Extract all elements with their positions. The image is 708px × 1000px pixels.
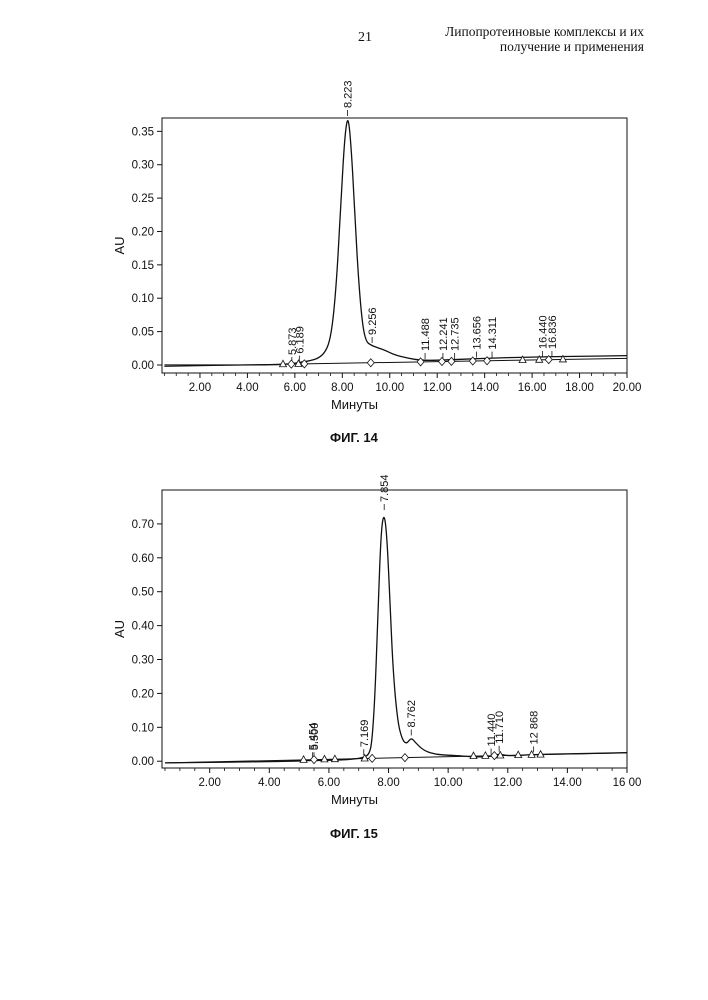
- peak-label: 12.735: [450, 317, 462, 351]
- y-tick-label: 0.00: [132, 360, 154, 372]
- y-tick-label: 0.50: [132, 587, 154, 599]
- x-axis-label: Минуты: [331, 792, 378, 807]
- x-tick-label: 6.00: [284, 382, 306, 394]
- x-tick-label: 14.00: [553, 777, 582, 789]
- integration-marker-diamond: [367, 359, 374, 367]
- x-tick-label: 20.00: [613, 382, 642, 394]
- x-tick-label: 4.00: [258, 777, 280, 789]
- figure-15-caption: ФИГ. 15: [330, 826, 378, 841]
- integration-marker-triangle: [321, 755, 328, 762]
- integration-marker-diamond: [311, 756, 318, 764]
- peak-label: 6.189: [294, 326, 306, 354]
- y-tick-label: 0.20: [132, 688, 154, 700]
- peak-label: 8.223: [343, 80, 355, 108]
- y-tick-label: 0.10: [132, 293, 154, 305]
- y-tick-label: 0.30: [132, 160, 154, 172]
- y-tick-label: 0.05: [132, 327, 154, 339]
- figure-14-caption: ФИГ. 14: [330, 430, 378, 445]
- y-tick-label: 0.35: [132, 126, 154, 138]
- integration-marker-diamond: [491, 752, 498, 760]
- x-tick-label: 14.00: [470, 382, 499, 394]
- x-tick-label: 8.00: [331, 382, 353, 394]
- peak-label: 7.169: [359, 720, 371, 748]
- peak-label: 5.500: [309, 723, 321, 751]
- x-tick-label: 16.00: [518, 382, 547, 394]
- peak-label: 16.836: [547, 315, 559, 349]
- integration-marker-diamond: [369, 754, 376, 762]
- integration-marker-triangle: [482, 752, 489, 759]
- peak-label: 12.241: [438, 317, 450, 351]
- x-axis-label: Минуты: [331, 397, 378, 412]
- x-tick-label: 12.00: [423, 382, 452, 394]
- y-axis-label: AU: [112, 620, 127, 638]
- y-tick-label: 0.15: [132, 260, 154, 272]
- integration-marker-triangle: [331, 755, 338, 762]
- y-tick-label: 0.10: [132, 722, 154, 734]
- y-tick-label: 0.30: [132, 655, 154, 667]
- y-tick-label: 0.25: [132, 193, 154, 205]
- integration-marker-diamond: [417, 358, 424, 366]
- integration-marker-diamond: [448, 357, 455, 365]
- y-tick-label: 0.60: [132, 553, 154, 565]
- x-tick-label: 6.00: [318, 777, 340, 789]
- chromatogram-trace: [165, 517, 627, 762]
- peak-label: 14.311: [487, 317, 499, 350]
- x-tick-label: 12.00: [493, 777, 522, 789]
- x-tick-label: 8.00: [377, 777, 399, 789]
- peak-label: 12 868: [529, 711, 541, 745]
- y-tick-label: 0.40: [132, 621, 154, 633]
- x-tick-label: 10.00: [434, 777, 463, 789]
- x-tick-label: 2.00: [198, 777, 220, 789]
- integration-marker-diamond: [401, 754, 408, 762]
- chart-2: 2.00 4.00 6.00 8.00 10.00 12.00 14.00 16 00 0.00…: [112, 475, 641, 807]
- x-tick-label: 18.00: [565, 382, 594, 394]
- peak-label: 11.488: [420, 318, 432, 351]
- integration-marker-triangle: [515, 751, 522, 758]
- chart-1: 2.00 4.00 6.00 8.00 10.00 12.00 14.00 16.00 18.0…: [112, 80, 641, 412]
- x-tick-label: 2.00: [189, 382, 211, 394]
- integration-marker-diamond: [438, 358, 445, 366]
- y-tick-label: 0.70: [132, 519, 154, 531]
- y-tick-label: 0.00: [132, 756, 154, 768]
- peak-label: 13.656: [471, 316, 483, 350]
- x-tick-label: 16 00: [613, 777, 642, 789]
- peak-label: 9.256: [367, 307, 379, 335]
- peak-label: 11.710: [494, 711, 506, 744]
- peak-label: 8.762: [406, 700, 418, 728]
- y-axis-label: AU: [112, 236, 127, 254]
- integration-marker-triangle: [470, 752, 477, 759]
- plot-frame: [162, 490, 627, 768]
- x-tick-label: 10.00: [375, 382, 404, 394]
- integration-marker-diamond: [288, 360, 295, 368]
- y-tick-label: 0.20: [132, 226, 154, 238]
- x-tick-label: 4.00: [236, 382, 258, 394]
- integration-marker-triangle: [300, 756, 307, 763]
- peak-label: 7.854: [379, 475, 391, 503]
